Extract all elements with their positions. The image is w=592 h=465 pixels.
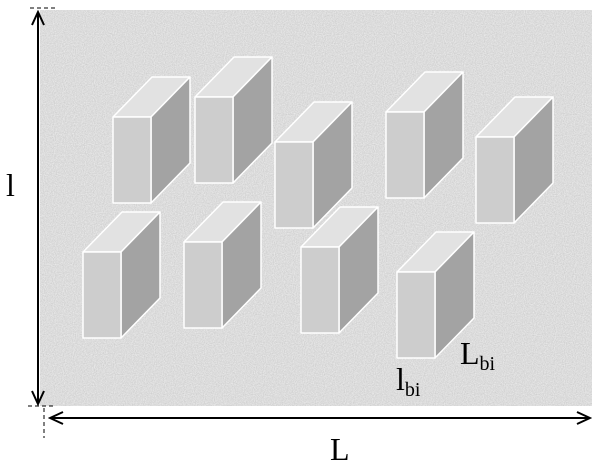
box-front bbox=[274, 141, 314, 229]
boxes bbox=[82, 56, 554, 359]
box-length-base: L bbox=[460, 335, 480, 371]
box-front bbox=[82, 251, 122, 339]
height-label: l bbox=[6, 167, 15, 203]
box-width-label: lbi bbox=[396, 361, 421, 401]
box-front bbox=[385, 111, 425, 199]
box-front bbox=[194, 96, 234, 184]
box-front bbox=[475, 136, 515, 224]
box-length-label: Lbi bbox=[460, 335, 496, 375]
box-length-sub: bi bbox=[480, 353, 496, 375]
box-front bbox=[396, 271, 436, 359]
dashed-guides bbox=[28, 7, 56, 438]
box-front bbox=[112, 116, 152, 204]
box-front bbox=[183, 241, 223, 329]
box-width-sub: bi bbox=[405, 379, 421, 401]
box-width-base: l bbox=[396, 361, 405, 397]
width-label: L bbox=[330, 431, 350, 465]
box-front bbox=[300, 246, 340, 334]
